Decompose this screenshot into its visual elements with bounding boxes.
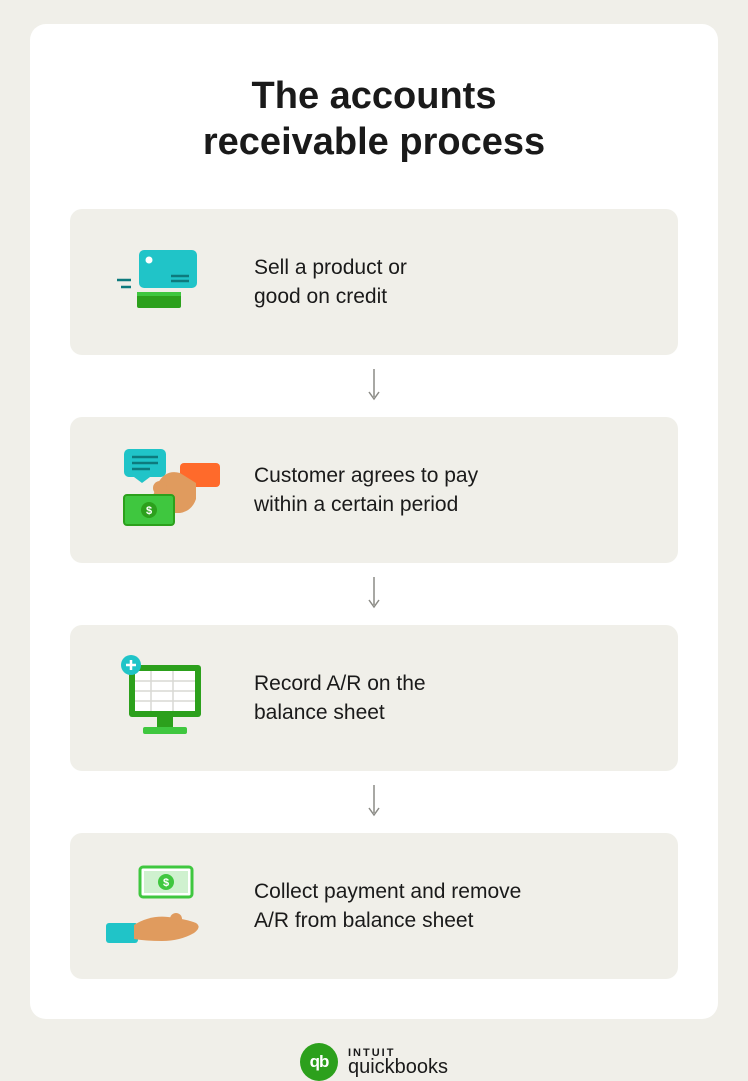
step-2: $ Customer agrees to pay within a certai… (70, 417, 678, 563)
credit-card-icon (102, 237, 222, 327)
step-3: Record A/R on the balance sheet (70, 625, 678, 771)
step-3-text: Record A/R on the balance sheet (254, 669, 426, 728)
svg-text:$: $ (146, 505, 152, 517)
step-2-text: Customer agrees to pay within a certain … (254, 461, 478, 520)
step-4-text: Collect payment and remove A/R from bala… (254, 877, 521, 936)
arrow-3 (364, 783, 384, 821)
hand-money-icon: $ (102, 445, 222, 535)
page-title: The accounts receivable process (203, 74, 545, 165)
collect-payment-icon: $ (102, 861, 222, 951)
brand-text: INTUIT quickbooks (348, 1048, 448, 1077)
arrow-2 (364, 575, 384, 613)
step-1: Sell a product or good on credit (70, 209, 678, 355)
arrow-1 (364, 367, 384, 405)
quickbooks-logo-icon (300, 1043, 338, 1081)
brand-bottom: quickbooks (348, 1057, 448, 1077)
infographic-card: The accounts receivable process Sell a p… (30, 24, 718, 1019)
step-4: $ Collect payment and remove A/R from ba… (70, 833, 678, 979)
svg-text:$: $ (163, 877, 169, 889)
step-1-text: Sell a product or good on credit (254, 253, 407, 312)
brand-footer: INTUIT quickbooks (300, 1043, 448, 1081)
spreadsheet-icon (102, 653, 222, 743)
